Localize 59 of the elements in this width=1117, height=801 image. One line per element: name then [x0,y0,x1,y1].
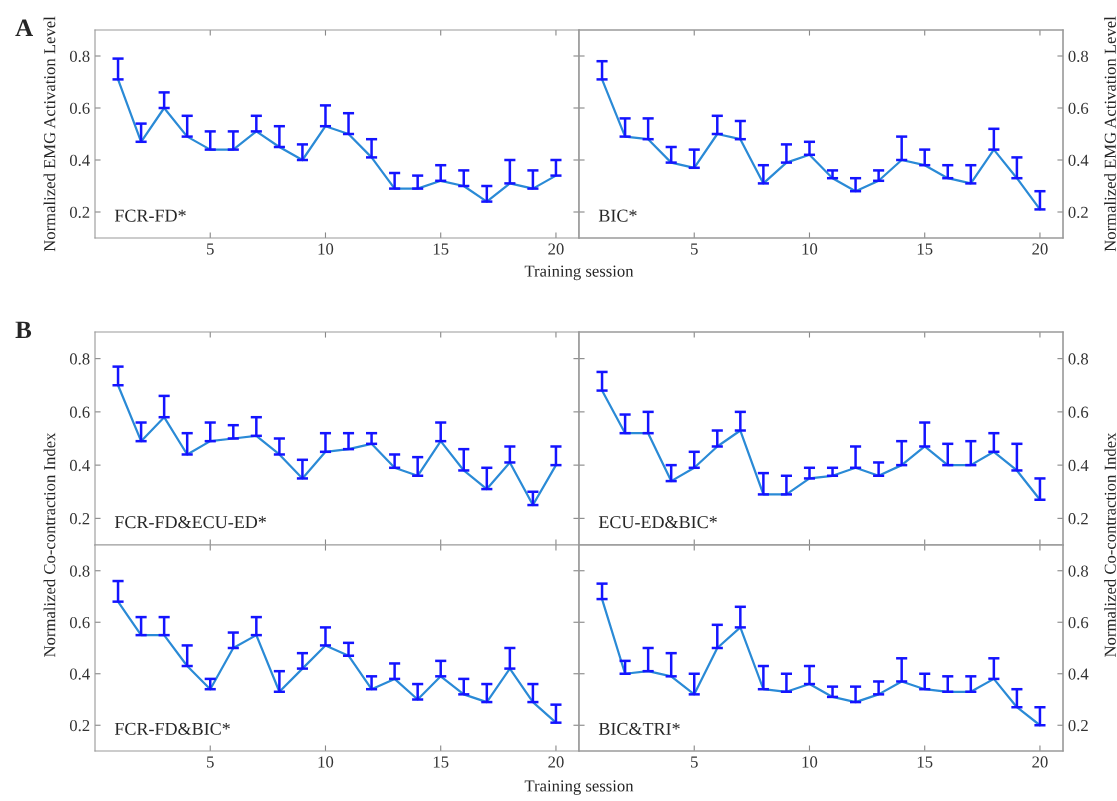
text: FCR-FD&ECU-ED* [114,516,266,529]
y-tick-label: 0.4 [69,668,90,680]
x-tick-label: 5 [207,243,214,255]
y-tick-label: 0.8 [69,565,90,577]
x-tick-label: 20 [548,243,564,255]
y2-tick-label: 0.2 [1068,206,1088,219]
x-tick-label: 10 [802,243,818,255]
y-tick-label: 0.8 [69,50,90,63]
y-tick-label: 0.6 [69,406,90,418]
y2-tick-label: 0.6 [1068,616,1089,629]
x-tick-label: 10 [318,756,334,768]
text: BIC&TRI* [598,722,680,735]
line-series [116,384,558,507]
line-series [116,600,558,724]
y-axis-title: Normalized EMG Activation Level [43,16,56,252]
x-tick-label: 10 [318,243,334,255]
y2-tick-label: 0.8 [1068,565,1089,577]
x-tick-label: 20 [548,756,564,768]
y2-tick-label: 0.4 [1068,459,1089,472]
x-tick-label: 10 [802,756,818,768]
x-tick-label: 20 [1032,243,1048,255]
x-tick-label: 5 [691,756,698,768]
x-tick-label: 15 [917,243,933,255]
x-tick-label: 15 [433,756,449,768]
y2-tick-label: 0.2 [1068,513,1088,525]
text: FCR-FD&BIC* [114,722,230,735]
x-tick-label: 5 [207,756,214,768]
y2-tick-label: 0.8 [1068,50,1089,63]
y2-tick-label: 0.4 [1068,668,1089,680]
y-tick-label: 0.8 [69,353,90,365]
x-axis-title: Training session [524,780,634,795]
x-tick-label: 5 [691,243,698,255]
y2-tick-label: 0.8 [1068,353,1089,365]
y2-tick-label: 0.4 [1068,154,1089,167]
y-tick-label: 0.4 [69,459,90,472]
line-series [600,389,1042,501]
x-tick-label: 15 [917,756,933,768]
y-tick-label: 0.6 [69,102,90,115]
text: BIC* [598,209,637,222]
y-tick-label: 0.2 [69,719,90,732]
y2-tick-label: 0.2 [1068,719,1088,732]
line-series [600,78,1042,211]
y2-tick-label: 0.6 [1068,406,1089,418]
y-tick-label: 0.2 [69,513,90,525]
x-axis-title: Training session [524,265,634,281]
y-tick-label: 0.4 [69,154,90,167]
text: ECU-ED&BIC* [598,516,717,529]
text: A [15,19,34,37]
y2-axis-title: Normalized Co-contraction Index [1104,432,1116,657]
y2-axis-title: Normalized EMG Activation Level [1104,16,1116,252]
text: B [15,321,32,339]
y2-tick-label: 0.6 [1068,102,1089,115]
x-tick-label: 15 [433,243,449,255]
x-tick-label: 20 [1032,756,1048,768]
line-series [116,78,558,203]
y-axis-title: Normalized Co-contraction Index [43,432,56,657]
y-tick-label: 0.6 [69,616,90,629]
text: FCR-FD* [114,209,186,222]
y-tick-label: 0.2 [69,206,90,219]
